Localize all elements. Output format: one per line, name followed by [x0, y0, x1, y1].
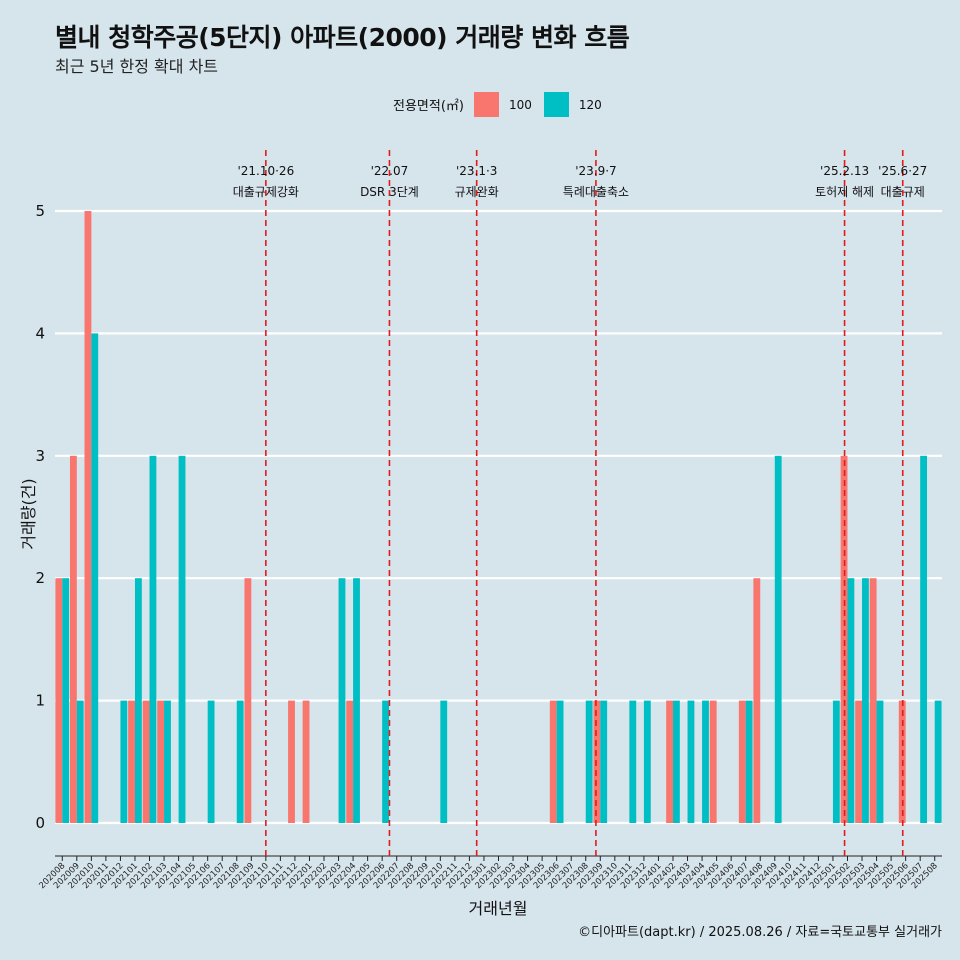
bar-120-202306: [556, 700, 564, 823]
bar-120-202403: [687, 700, 695, 823]
bar-120-202102: [149, 455, 157, 823]
bar-120-202012: [120, 700, 128, 823]
bar-100-202103: [157, 700, 165, 823]
bar-120-202309: [600, 700, 608, 823]
event-name-label: 토허제 해제: [815, 185, 874, 199]
bar-100-202204: [346, 700, 354, 823]
bar-100-202405: [709, 700, 717, 823]
legend-key-100: [473, 92, 499, 117]
bar-120-202504: [876, 700, 884, 823]
bar-120-202502: [847, 578, 855, 823]
event-name-label: 특례대출축소: [563, 185, 629, 199]
bar-120-202507: [920, 455, 928, 823]
y-tick-label: 2: [35, 569, 45, 587]
bar-120-202010: [91, 333, 99, 823]
bar-100-202010: [84, 211, 92, 823]
bar-100-202504: [869, 578, 877, 823]
y-axis-title: 거래량(건): [19, 478, 38, 549]
bar-120-202308: [585, 700, 593, 823]
legend-label-100: 100: [508, 97, 532, 112]
bar-120-202104: [178, 455, 186, 823]
y-tick-label: 4: [35, 324, 45, 342]
bar-120-202404: [702, 700, 709, 823]
chart-title: 별내 청학주공(5단지) 아파트(2000) 거래량 변화 흐름: [55, 23, 630, 52]
bar-100-202503: [855, 700, 863, 823]
bar-100-202502: [840, 455, 848, 823]
chart-subtitle: 최근 5년 한정 확대 차트: [55, 57, 219, 76]
event-name-label: 대출규제강화: [233, 185, 299, 199]
event-date-label: '25.6·27: [878, 164, 927, 178]
bar-100-202101: [128, 700, 135, 823]
bar-120-202503: [862, 578, 869, 823]
bar-100-202408: [753, 578, 761, 823]
bar-120-202409: [774, 455, 782, 823]
bar-120-202402: [672, 700, 680, 823]
bar-120-202407: [745, 700, 753, 823]
bar-120-202206: [382, 700, 390, 823]
bar-100-202407: [738, 700, 746, 823]
bar-120-202203: [338, 578, 346, 823]
bar-120-202210: [440, 700, 448, 823]
bar-120-202312: [643, 700, 651, 823]
x-axis-title: 거래년월: [469, 899, 528, 918]
bar-100-202109: [244, 578, 252, 823]
y-tick-label: 1: [35, 692, 45, 710]
event-date-label: '25.2.13: [820, 164, 869, 178]
event-date-label: '23.9·7: [575, 164, 616, 178]
bar-120-202009: [76, 700, 84, 823]
bar-120-202508: [934, 700, 942, 823]
bar-100-202008: [55, 578, 63, 823]
bar-100-202112: [288, 700, 295, 823]
bar-100-202402: [666, 700, 673, 823]
legend-label-120: 120: [578, 97, 602, 112]
footer-credit: ©디아파트(dapt.kr) / 2025.08.26 / 자료=국토교통부 실…: [578, 925, 942, 940]
event-name-label: 대출규제: [881, 185, 925, 199]
y-tick-label: 3: [35, 447, 45, 465]
bar-120-202108: [236, 700, 244, 823]
bar-120-202106: [207, 700, 215, 823]
y-tick-label: 5: [35, 202, 45, 220]
legend: 전용면적(㎡) 100 120: [393, 92, 614, 117]
legend-title: 전용면적(㎡): [393, 99, 464, 114]
bar-100-202102: [142, 700, 150, 823]
bar-100-202009: [69, 455, 77, 823]
bar-120-202204: [353, 578, 360, 823]
y-tick-label: 0: [35, 814, 45, 832]
event-date-label: '21.10·26: [237, 164, 294, 178]
event-name-label: DSR 3단계: [360, 185, 419, 199]
bar-120-202008: [62, 578, 70, 823]
bar-120-202311: [629, 700, 637, 823]
event-date-label: '23.1·3: [456, 164, 497, 178]
event-date-label: '22.07: [371, 164, 409, 178]
bar-120-202103: [164, 700, 171, 823]
bar-120-202501: [832, 700, 840, 823]
bar-120-202101: [134, 578, 142, 823]
bar-100-202309: [593, 700, 601, 823]
legend-key-120: [543, 92, 569, 117]
event-name-label: 규제완화: [455, 185, 499, 199]
bar-100-202201: [302, 700, 310, 823]
bar-100-202306: [549, 700, 557, 823]
